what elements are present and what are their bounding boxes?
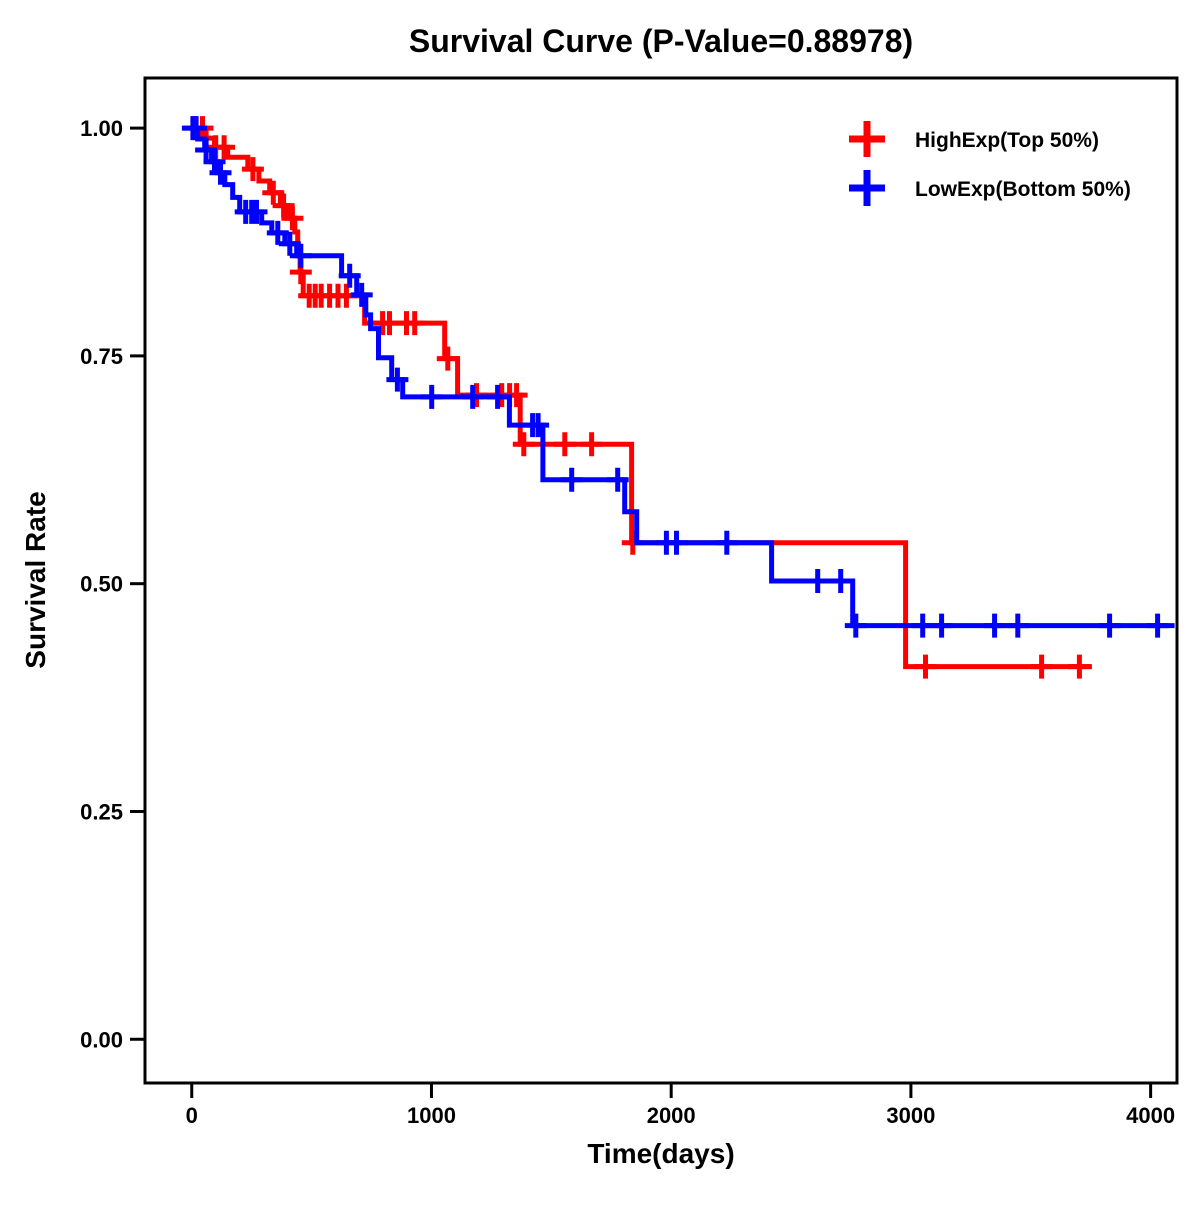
chart-title: Survival Curve (P-Value=0.88978): [409, 23, 913, 59]
y-tick-label-1.00: 1.00: [80, 116, 123, 141]
x-axis-title: Time(days): [587, 1138, 734, 1169]
legend-highexp-plus-icon: [849, 121, 885, 157]
y-tick-label-0.50: 0.50: [80, 572, 123, 597]
y-tick-label-0.75: 0.75: [80, 344, 123, 369]
survival-curves: [181, 116, 1175, 679]
legend-lowexp-plus-icon: [849, 170, 885, 206]
y-axis-ticks: 0.00 0.25 0.50 0.75 1.00: [80, 116, 144, 1052]
x-tick-label-2000: 2000: [647, 1103, 696, 1128]
censor-marks-lowexp: [181, 116, 1169, 638]
y-tick-label-0.25: 0.25: [80, 799, 123, 824]
x-tick-label-1000: 1000: [407, 1103, 456, 1128]
legend: HighExp(Top 50%) LowExp(Bottom 50%): [849, 121, 1131, 206]
y-tick-label-0.00: 0.00: [80, 1027, 123, 1052]
x-tick-label-4000: 4000: [1126, 1103, 1175, 1128]
x-tick-label-3000: 3000: [886, 1103, 935, 1128]
plot-border: [143, 76, 1179, 1085]
y-axis-title: Survival Rate: [20, 491, 51, 668]
legend-highexp-label: HighExp(Top 50%): [915, 129, 1099, 152]
x-axis-ticks: 0 1000 2000 3000 4000: [186, 1084, 1175, 1128]
x-tick-label-0: 0: [186, 1103, 198, 1128]
survival-curve-highexp: [191, 125, 1092, 670]
legend-lowexp-label: LowExp(Bottom 50%): [915, 178, 1131, 201]
survival-curve-lowexp: [191, 125, 1175, 629]
